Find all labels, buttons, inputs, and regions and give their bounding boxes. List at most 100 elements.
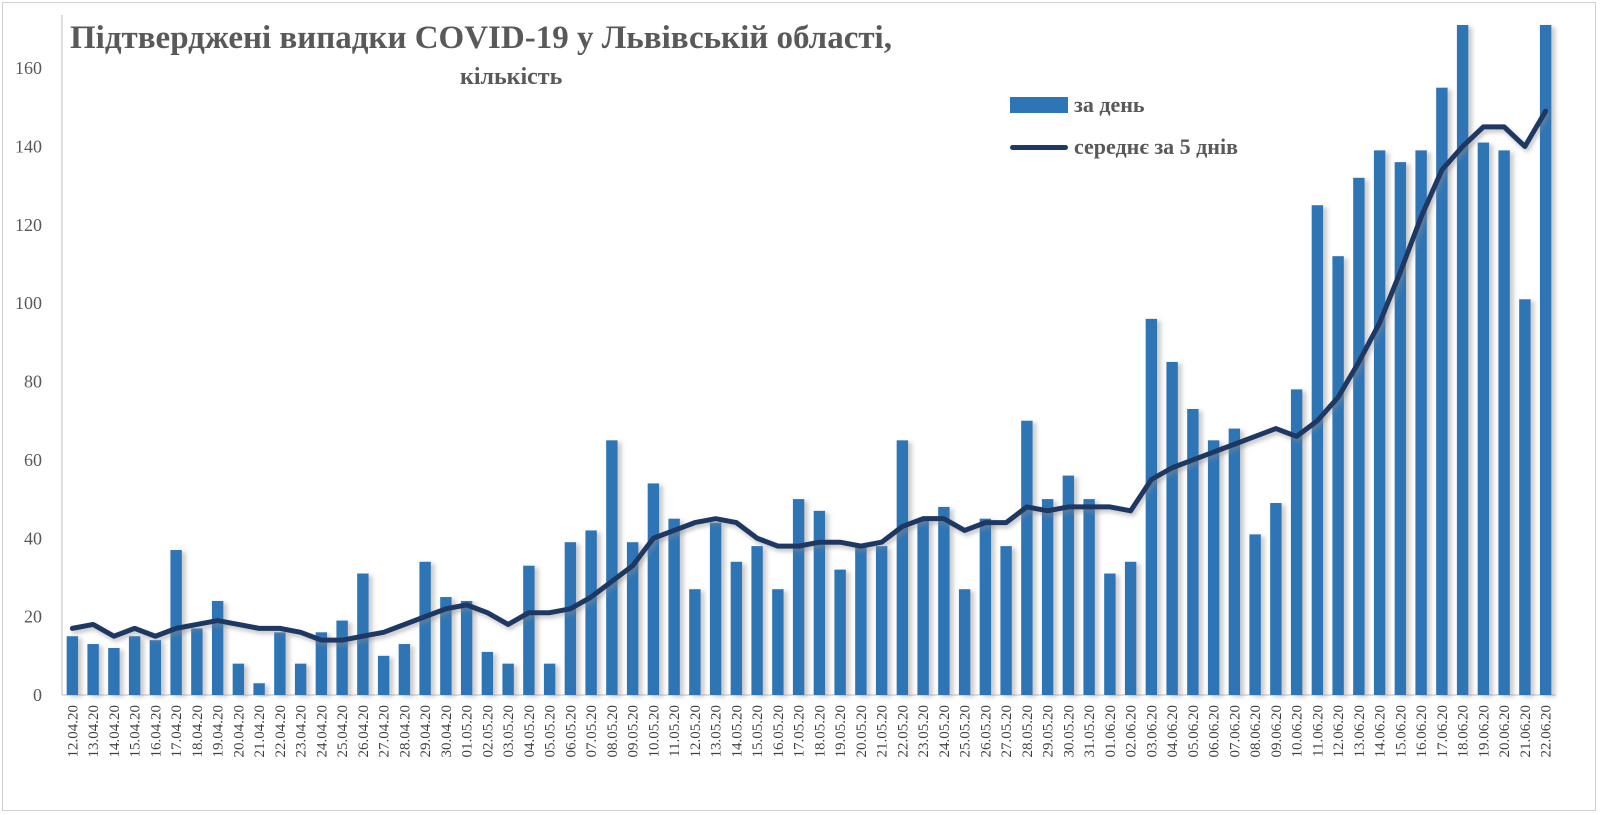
x-tick-label: 04.06.20 [1165,705,1181,758]
x-tick-label: 24.05.20 [937,705,953,758]
x-tick-label: 15.06.20 [1393,705,1409,758]
x-tick-label: 04.05.20 [522,705,538,758]
bar-17.05.20 [792,499,805,695]
legend-label-daily: за день [1074,92,1145,117]
legend-item-daily: за день [1010,84,1238,126]
y-tick-label: 100 [15,293,42,313]
x-tick-label: 28.05.20 [1020,705,1036,758]
bar-06.05.20 [564,542,577,695]
x-tick-label: 26.04.20 [356,705,372,758]
bar-10.06.20 [1290,389,1303,695]
x-tick-label: 17.05.20 [792,705,808,758]
x-tick-label: 19.06.20 [1476,705,1492,758]
x-tick-label: 21.04.20 [252,705,268,758]
x-tick-label: 20.05.20 [854,705,870,758]
moving-average-line [69,108,1549,643]
bar-13.06.20 [1353,177,1365,696]
bar-21.06.20 [1519,299,1531,695]
x-tick-label: 30.05.20 [1061,705,1077,758]
y-tick-label: 160 [15,58,42,78]
bar-23.05.20 [917,518,929,695]
bar-28.04.20 [398,644,411,695]
x-tick-label: 14.05.20 [729,705,745,758]
x-tick-label: 02.06.20 [1124,705,1140,758]
x-tick-label: 30.04.20 [439,705,455,758]
bar-30.04.20 [440,597,452,695]
bar-13.04.20 [87,644,99,695]
bar-26.05.20 [979,518,992,695]
x-tick-label: 22.05.20 [895,705,911,758]
x-tick-label: 06.06.20 [1207,705,1223,758]
bar-08.06.20 [1249,534,1261,695]
bar-11.06.20 [1311,205,1324,695]
x-tick-label: 29.05.20 [1041,705,1057,758]
bar-29.04.20 [419,561,431,695]
bar-06.06.20 [1207,440,1220,695]
bar-20.05.20 [855,546,867,695]
x-tick-label: 11.06.20 [1310,705,1326,757]
bar-08.05.20 [606,440,618,695]
bar-12.05.20 [689,589,701,695]
x-tick-label: 14.04.20 [107,705,123,758]
bar-02.06.20 [1124,561,1137,695]
bar-20.04.20 [232,663,245,695]
bar-03.06.20 [1145,318,1158,695]
x-tick-label: 13.04.20 [86,705,102,758]
x-tick-label: 10.05.20 [646,705,662,758]
bar-17.06.20 [1436,87,1448,695]
x-tick-label: 06.05.20 [563,705,579,758]
x-tick-label: 12.06.20 [1331,705,1347,758]
x-tick-label: 08.06.20 [1248,705,1264,758]
bar-04.06.20 [1166,361,1178,695]
x-tick-label: 16.05.20 [771,705,787,758]
y-tick-label: 20 [24,607,42,627]
x-tick-label: 18.06.20 [1456,705,1472,758]
x-tick-label: 19.05.20 [833,705,849,758]
x-tick-label: 27.04.20 [377,705,393,758]
bar-19.05.20 [834,569,846,695]
chart-title: Підтверджені випадки COVID-19 у Львівськ… [70,20,892,56]
x-tick-label: 01.05.20 [460,705,476,758]
x-tick-label: 14.06.20 [1373,705,1389,758]
bar-25.04.20 [336,620,348,695]
bar-10.05.20 [647,483,660,695]
x-tick-label: 09.06.20 [1269,705,1285,758]
bar-03.05.20 [502,663,514,695]
x-tick-label: 07.06.20 [1227,705,1243,758]
x-tick-label: 22.04.20 [273,705,289,758]
bar-23.04.20 [294,663,307,695]
x-tick-label: 26.05.20 [978,705,994,758]
y-tick-label: 0 [33,685,42,705]
bar-20.06.20 [1498,150,1510,695]
bar-12.04.20 [66,636,79,695]
bar-07.05.20 [585,530,597,695]
bar-09.06.20 [1270,503,1282,695]
x-tick-label: 24.04.20 [314,705,330,758]
bar-28.05.20 [1021,420,1033,695]
bar-24.04.20 [315,632,328,695]
x-tick-label: 27.05.20 [999,705,1015,758]
bar-07.06.20 [1228,428,1241,695]
bar-22.05.20 [896,440,909,695]
x-tick-label: 15.04.20 [128,705,144,758]
bar-01.06.20 [1104,573,1116,695]
y-tick-label: 140 [15,136,42,156]
x-tick-label: 29.04.20 [418,705,434,758]
x-tick-label: 05.05.20 [543,705,559,758]
x-tick-label: 07.05.20 [584,705,600,758]
bar-13.05.20 [709,522,722,695]
x-tick-label: 13.06.20 [1352,705,1368,758]
bar-14.04.20 [108,647,120,695]
bar-19.04.20 [211,600,224,695]
bar-22.06.20 [1539,25,1552,695]
x-tick-label: 21.06.20 [1518,705,1534,758]
x-tick-label: 31.05.20 [1082,705,1098,758]
x-tick-label: 28.04.20 [397,705,413,758]
x-tick-label: 12.05.20 [688,705,704,758]
bar-16.06.20 [1415,150,1427,695]
legend-label-average: середнє за 5 днів [1074,134,1238,159]
bar-31.05.20 [1083,499,1095,695]
y-tick-label: 40 [24,528,42,548]
